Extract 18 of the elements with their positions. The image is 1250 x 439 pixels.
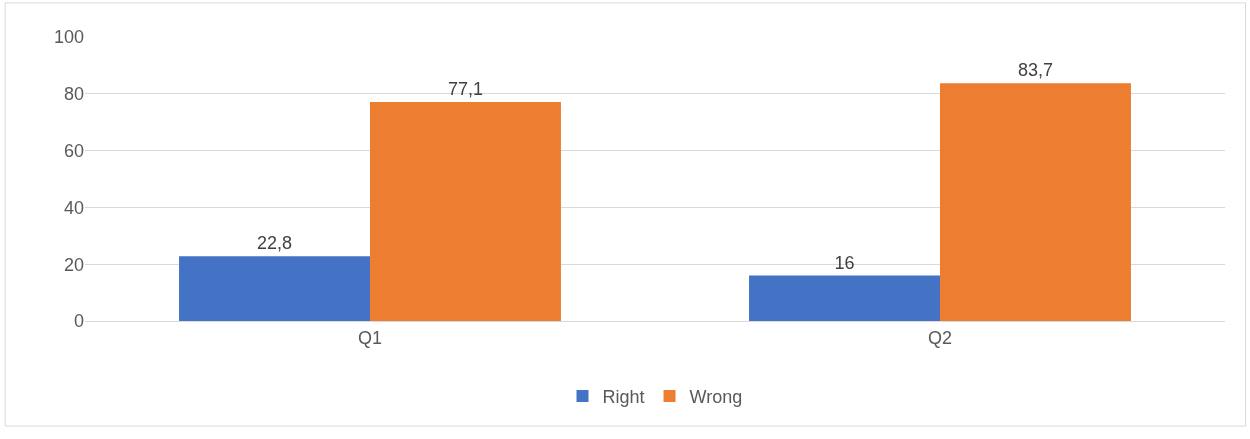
bar: [940, 83, 1131, 321]
data-label: 22,8: [257, 233, 293, 254]
bar: [370, 102, 561, 321]
bar: [749, 275, 940, 321]
bar: [179, 256, 370, 321]
data-label: 77,1: [447, 79, 483, 100]
x-tick-label: Q2: [927, 327, 953, 348]
y-tick-label: 60: [63, 140, 84, 161]
data-label: 16: [834, 252, 855, 273]
legend-label: Wrong: [689, 387, 743, 408]
x-tick-label: Q1: [357, 327, 383, 348]
legend-label: Right: [602, 387, 645, 408]
data-label: 83,7: [1017, 60, 1053, 81]
y-tick-label: 40: [63, 197, 84, 218]
y-tick-label: 0: [73, 311, 84, 332]
y-tick-label: 20: [63, 254, 84, 275]
y-tick-label: 80: [63, 84, 84, 105]
y-tick-label: 100: [53, 27, 84, 48]
